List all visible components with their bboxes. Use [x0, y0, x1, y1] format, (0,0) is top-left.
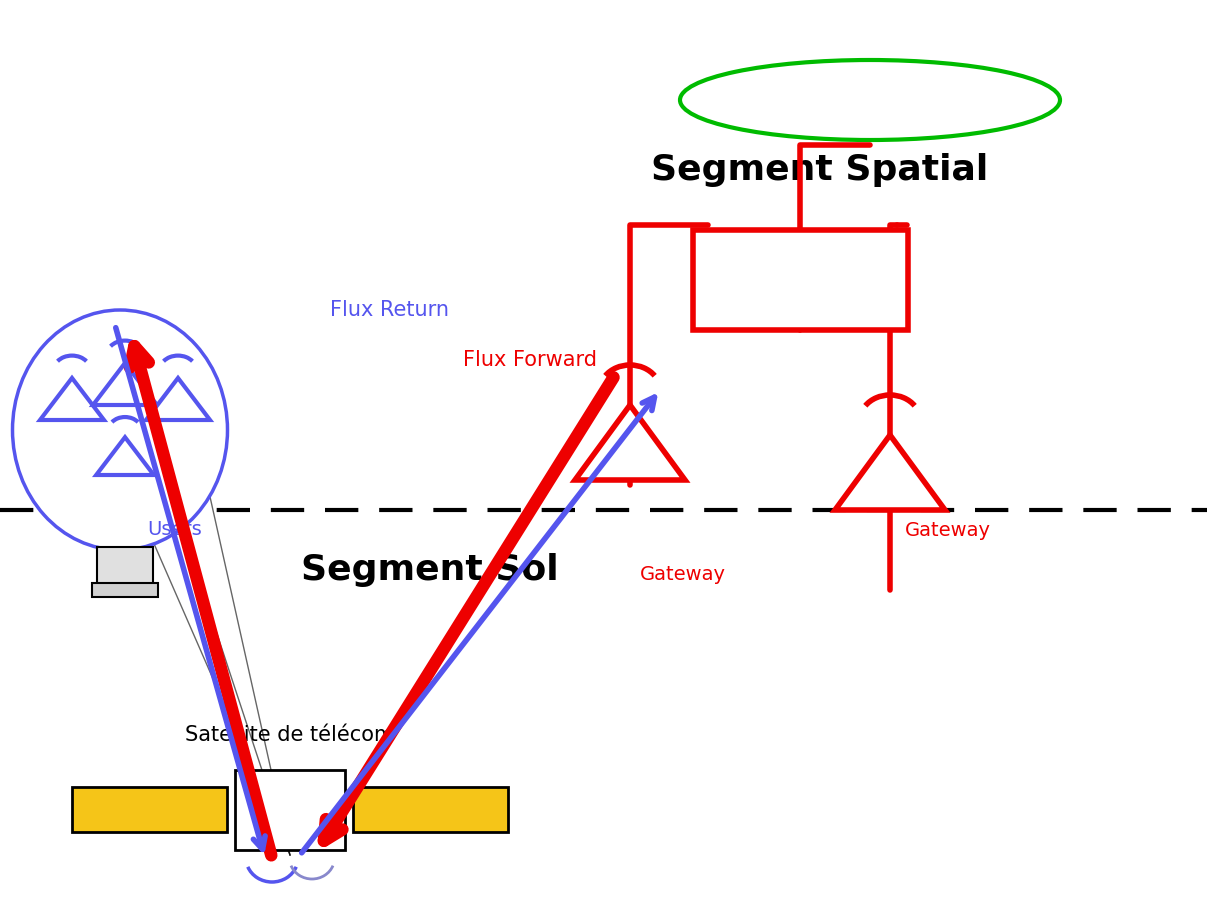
Text: Flux Return: Flux Return — [331, 300, 449, 320]
Text: Satellite de télécom: Satellite de télécom — [186, 725, 395, 745]
Polygon shape — [40, 378, 104, 420]
Text: SCC: SCC — [760, 263, 839, 297]
Text: Gateway: Gateway — [640, 565, 725, 584]
Bar — [72, 787, 227, 832]
Polygon shape — [97, 437, 153, 475]
Ellipse shape — [680, 60, 1060, 140]
Text: Users: Users — [147, 520, 203, 539]
Polygon shape — [835, 435, 945, 510]
Text: Segment Sol: Segment Sol — [302, 553, 559, 587]
Text: Flux Forward: Flux Forward — [463, 350, 597, 370]
Polygon shape — [93, 363, 157, 405]
Bar — [235, 770, 345, 850]
Text: Gateway: Gateway — [905, 520, 991, 539]
Polygon shape — [575, 405, 686, 480]
Bar — [97, 547, 153, 585]
Bar — [352, 787, 508, 832]
Ellipse shape — [12, 310, 227, 550]
Text: Segment Spatial: Segment Spatial — [652, 153, 989, 187]
Bar — [693, 230, 908, 330]
Bar — [92, 583, 158, 597]
Polygon shape — [146, 378, 210, 420]
Text: Réseau strictement terrestre: Réseau strictement terrestre — [730, 91, 1010, 110]
